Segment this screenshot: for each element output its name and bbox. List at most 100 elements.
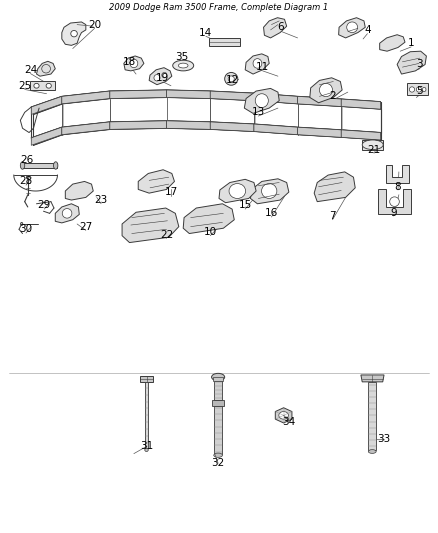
Ellipse shape [162, 72, 167, 78]
Ellipse shape [53, 162, 58, 169]
Polygon shape [31, 96, 62, 115]
Polygon shape [254, 93, 297, 104]
Text: 4: 4 [364, 25, 371, 35]
Ellipse shape [46, 83, 51, 88]
Ellipse shape [390, 197, 399, 206]
Text: 17: 17 [164, 187, 177, 197]
Ellipse shape [228, 76, 234, 82]
Text: 29: 29 [38, 200, 51, 211]
Ellipse shape [62, 208, 72, 218]
Text: 9: 9 [390, 208, 397, 219]
Polygon shape [362, 140, 383, 150]
Ellipse shape [26, 176, 29, 179]
Polygon shape [341, 130, 381, 140]
Text: 2009 Dodge Ram 3500 Frame, Complete Diagram 1: 2009 Dodge Ram 3500 Frame, Complete Diag… [110, 3, 328, 12]
Text: 31: 31 [140, 441, 154, 451]
Polygon shape [65, 181, 93, 200]
Text: 8: 8 [395, 182, 401, 192]
Polygon shape [210, 91, 254, 101]
Polygon shape [62, 91, 110, 104]
Text: 18: 18 [123, 57, 136, 67]
Text: 25: 25 [18, 81, 32, 91]
Polygon shape [122, 208, 179, 243]
Text: 24: 24 [24, 65, 37, 75]
Polygon shape [214, 406, 223, 454]
Ellipse shape [417, 87, 422, 92]
Text: 33: 33 [378, 434, 391, 445]
Text: 21: 21 [367, 144, 381, 155]
Ellipse shape [253, 59, 262, 68]
Text: 3: 3 [417, 60, 423, 69]
Ellipse shape [225, 72, 238, 85]
Polygon shape [36, 61, 55, 76]
Text: 1: 1 [408, 38, 414, 48]
Polygon shape [138, 169, 174, 193]
Text: 23: 23 [95, 195, 108, 205]
Text: 27: 27 [79, 222, 92, 232]
Ellipse shape [178, 63, 188, 68]
Text: 32: 32 [212, 458, 225, 468]
Text: 15: 15 [239, 200, 252, 211]
Text: 26: 26 [20, 155, 34, 165]
Polygon shape [209, 38, 240, 46]
Text: 30: 30 [19, 224, 32, 235]
Ellipse shape [145, 448, 148, 451]
Polygon shape [62, 22, 86, 45]
Polygon shape [378, 189, 411, 214]
Polygon shape [341, 99, 381, 109]
Polygon shape [314, 172, 355, 201]
Polygon shape [62, 122, 110, 135]
Ellipse shape [20, 162, 25, 169]
Ellipse shape [71, 30, 78, 37]
Polygon shape [264, 18, 287, 38]
Ellipse shape [279, 411, 288, 419]
Ellipse shape [423, 87, 426, 92]
Polygon shape [219, 179, 256, 203]
Ellipse shape [319, 83, 332, 96]
Polygon shape [213, 377, 223, 381]
Text: 11: 11 [256, 62, 269, 72]
Polygon shape [251, 179, 289, 204]
Polygon shape [55, 204, 79, 223]
Polygon shape [245, 54, 269, 74]
Text: 2: 2 [329, 91, 336, 101]
Polygon shape [110, 90, 166, 99]
Polygon shape [149, 68, 172, 85]
Ellipse shape [214, 453, 223, 457]
Text: 20: 20 [88, 20, 101, 30]
Text: 12: 12 [226, 76, 239, 85]
Ellipse shape [368, 450, 376, 454]
Ellipse shape [347, 22, 357, 33]
Polygon shape [214, 381, 223, 400]
Ellipse shape [154, 75, 160, 81]
Polygon shape [212, 400, 224, 406]
Ellipse shape [212, 373, 225, 381]
Text: 35: 35 [175, 52, 188, 61]
Text: 19: 19 [155, 73, 169, 83]
Ellipse shape [229, 183, 246, 198]
Ellipse shape [34, 83, 39, 88]
Polygon shape [244, 88, 279, 114]
Polygon shape [368, 382, 376, 450]
Polygon shape [21, 164, 57, 167]
Polygon shape [145, 382, 148, 448]
Polygon shape [407, 83, 427, 95]
Polygon shape [210, 122, 254, 132]
Ellipse shape [173, 60, 194, 71]
Polygon shape [30, 82, 55, 90]
Polygon shape [254, 124, 297, 135]
Text: 34: 34 [282, 417, 296, 427]
Polygon shape [31, 127, 62, 146]
Text: 7: 7 [329, 211, 336, 221]
Text: 13: 13 [252, 107, 265, 117]
Polygon shape [124, 56, 144, 71]
Ellipse shape [21, 222, 23, 225]
Text: 5: 5 [417, 86, 423, 96]
Text: 6: 6 [277, 22, 283, 33]
Polygon shape [141, 376, 152, 382]
Ellipse shape [255, 94, 268, 108]
Polygon shape [297, 96, 341, 107]
Polygon shape [31, 121, 381, 146]
Ellipse shape [130, 59, 138, 68]
Polygon shape [361, 375, 384, 382]
